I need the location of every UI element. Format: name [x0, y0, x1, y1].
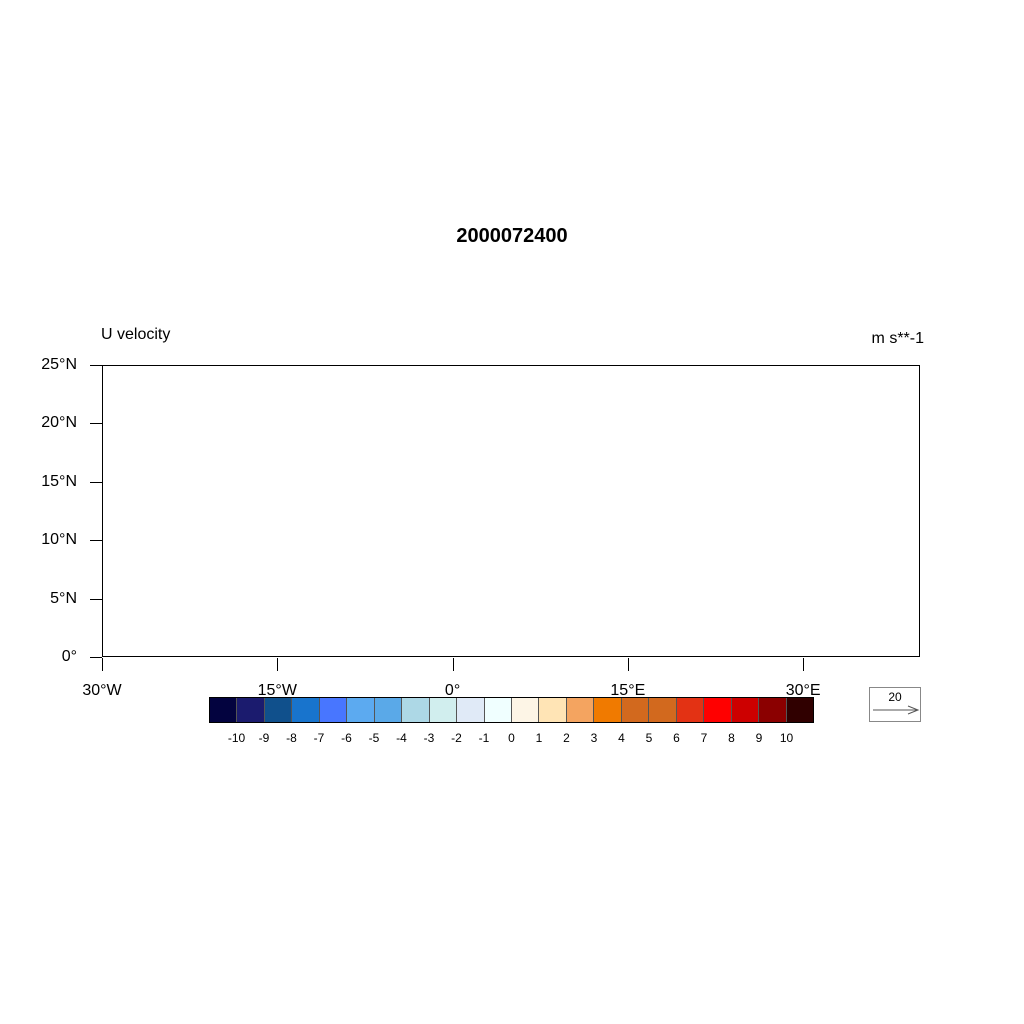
latitude-tick-label: 10°N [41, 531, 77, 549]
latitude-tick-label: 0° [61, 648, 77, 665]
latitude-tick [90, 481, 102, 483]
longitude-tick [803, 658, 805, 671]
colorbar-label: -3 [423, 731, 435, 745]
colorbar-box [594, 698, 622, 722]
colorbar-box [402, 698, 430, 722]
colorbar-label: 4 [618, 731, 625, 745]
longitude-tick-label: 0° [444, 682, 461, 699]
colorbar-box [759, 698, 787, 722]
colorbar-label: -9 [258, 731, 270, 745]
colorbar-label: 10 [779, 731, 794, 745]
colorbar-box [731, 698, 760, 722]
colorbar-box [347, 698, 375, 722]
colorbar-label: -7 [313, 731, 325, 745]
colorbar-box [292, 698, 320, 722]
colorbar-box [621, 698, 650, 722]
colorbar-label: 1 [535, 731, 543, 745]
latitude-tick [90, 365, 102, 366]
latitude-tick [90, 423, 102, 425]
longitude-tick-label: 30°W [82, 682, 122, 699]
colorbar-label: 9 [755, 731, 763, 745]
colorbar-label: -1 [478, 731, 490, 745]
colorbar [209, 697, 814, 723]
longitude-tick [102, 658, 103, 671]
colorbar-box [319, 698, 348, 722]
longitude-tick-label: 30°E [785, 682, 821, 699]
colorbar-label: 7 [700, 731, 708, 745]
colorbar-box [676, 698, 705, 722]
reference-vector-box: 20 [869, 687, 921, 722]
colorbar-box [649, 698, 677, 722]
map-frame [102, 365, 920, 657]
longitude-tick-label: 15°W [257, 682, 297, 699]
colorbar-box [786, 698, 813, 722]
longitude-tick [627, 658, 629, 671]
longitude-tick [452, 658, 454, 671]
colorbar-label: 0 [508, 731, 515, 745]
colorbar-label: -6 [341, 731, 352, 745]
colorbar-box [264, 698, 293, 722]
colorbar-box [237, 698, 265, 722]
colorbar-box [210, 698, 238, 722]
colorbar-label: -4 [396, 731, 407, 745]
longitude-tick [277, 658, 279, 671]
colorbar-label: 6 [673, 731, 680, 745]
reference-vector-label: 20 [888, 690, 902, 704]
latitude-tick [90, 598, 102, 600]
colorbar-box [484, 698, 512, 722]
longitude-tick-label: 15°E [610, 682, 646, 699]
colorbar-label: 8 [728, 731, 735, 745]
colorbar-box [539, 698, 567, 722]
colorbar-label: -8 [286, 731, 297, 745]
colorbar-label: 3 [590, 731, 598, 745]
colorbar-box [374, 698, 403, 722]
variable-label: U velocity [101, 326, 171, 343]
colorbar-label: -5 [368, 731, 380, 745]
latitude-tick-label: 20°N [41, 414, 77, 432]
units-label: m s**-1 [871, 330, 924, 347]
colorbar-label: 5 [645, 731, 653, 745]
colorbar-box [511, 698, 540, 722]
colorbar-label: 2 [563, 731, 570, 745]
reference-arrow-icon [873, 705, 920, 715]
colorbar-label: -10 [227, 731, 246, 745]
colorbar-box [457, 698, 485, 722]
colorbar-box [704, 698, 732, 722]
latitude-tick-label: 15°N [41, 472, 77, 490]
colorbar-label: -2 [451, 731, 462, 745]
plot-title: 2000072400 [456, 225, 568, 247]
latitude-tick-label: 25°N [41, 356, 77, 373]
colorbar-box [429, 698, 458, 722]
latitude-tick-label: 5°N [50, 589, 77, 607]
colorbar-box [566, 698, 595, 722]
latitude-tick [90, 540, 102, 542]
latitude-tick [90, 657, 102, 658]
